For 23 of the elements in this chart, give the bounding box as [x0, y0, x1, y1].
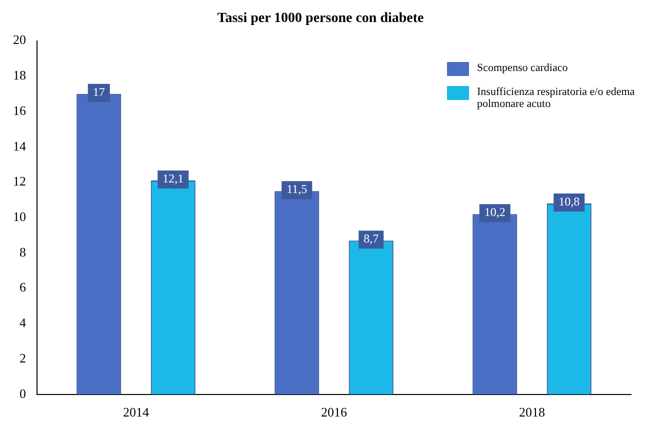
x-tick-label: 2016 — [321, 404, 348, 420]
data-label: 8,7 — [364, 232, 379, 246]
data-label: 12,1 — [162, 172, 184, 186]
y-tick-label: 16 — [13, 102, 26, 118]
legend-label: Insufficienza respiratoria e/o edema polmonare acuto — [477, 86, 636, 110]
x-tick-label: 2014 — [123, 404, 150, 420]
y-tick-label: 20 — [13, 32, 26, 48]
y-tick-label: 8 — [20, 244, 26, 260]
y-tick-label: 14 — [13, 138, 26, 154]
x-tick-label: 2018 — [519, 404, 545, 420]
data-label: 10,8 — [558, 194, 580, 209]
data-label: 11,5 — [286, 182, 308, 196]
y-tick-label: 0 — [20, 386, 26, 401]
y-tick-label: 12 — [13, 174, 26, 189]
data-label: 17 — [92, 84, 105, 99]
y-tick-label: 18 — [13, 68, 26, 83]
y-tick-label: 2 — [20, 350, 26, 366]
y-tick-label: 4 — [20, 315, 26, 330]
y-tick-label: 10 — [13, 209, 26, 224]
data-label: 10,2 — [484, 205, 506, 220]
chart-title: Tassi per 1000 persone con diabete — [217, 11, 424, 26]
legend-label: Scompenso cardiaco — [477, 62, 568, 74]
y-tick-label: 6 — [20, 280, 26, 295]
